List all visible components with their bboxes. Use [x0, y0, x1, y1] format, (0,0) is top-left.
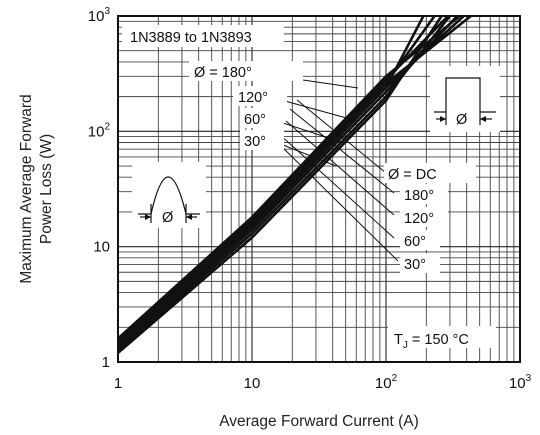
y-axis-label-line2: Power Loss (W) [38, 134, 55, 244]
square-waveform-icon: Ø [430, 66, 500, 132]
condition-suffix: = 150 °C [408, 332, 469, 348]
square-label-180: 180° [404, 188, 434, 204]
sine-waveform-icon: Ø [132, 162, 206, 228]
curve-square-8 [118, 16, 473, 347]
y-tick-label: 10 [93, 239, 110, 256]
square-label-120: 120° [404, 211, 434, 227]
x-tick-label: 102 [375, 373, 398, 392]
square-icon-label: Ø [456, 112, 467, 128]
condition-prefix: T [394, 332, 403, 348]
condition-sub: J [403, 340, 408, 351]
y-tick-labels: 1 10 102 103 [88, 6, 111, 371]
leader-square-180 [289, 108, 395, 194]
sine-group-labels: Ø = 180° 120° 60° 30° [189, 61, 303, 150]
y-axis-label-line1: Maximum Average Forward [18, 94, 35, 283]
x-tick-labels: 1 10 102 103 [114, 373, 532, 392]
junction-temperature-label: TJ = 150 °C [388, 326, 496, 351]
square-label-dc: Ø = DC [388, 167, 437, 183]
leader-square-120 [285, 120, 395, 216]
svg-text:TJ = 150 °C: TJ = 150 °C [394, 332, 469, 351]
curve-square-4 [118, 16, 443, 355]
device-range-label: 1N3889 to 1N3893 [130, 30, 252, 46]
y-tick-label: 1 [102, 354, 110, 371]
sine-label-180: Ø = 180° [194, 65, 252, 81]
curves [118, 16, 473, 355]
x-tick-label: 10 [244, 375, 261, 392]
x-tick-label: 103 [509, 373, 532, 392]
sine-label-60: 60° [244, 112, 266, 128]
leader-sine-30 [282, 144, 337, 167]
square-label-60: 60° [404, 234, 426, 250]
leader-sine-60 [282, 122, 345, 144]
sine-label-120: 120° [238, 90, 268, 106]
plot-frame [117, 15, 521, 363]
x-tick-label: 1 [114, 375, 122, 392]
sine-label-30: 30° [244, 134, 266, 150]
leader-sine-120 [284, 100, 351, 120]
square-group-labels: Ø = DC 180° 120° 60° 30° [384, 163, 476, 273]
leader-sine-180 [302, 79, 359, 89]
y-tick-label: 102 [88, 121, 111, 140]
square-label-30: 30° [404, 257, 426, 273]
sine-group-leaders [282, 79, 359, 167]
sine-icon-label: Ø [162, 210, 173, 226]
y-tick-label: 103 [88, 6, 111, 25]
x-axis-label: Average Forward Current (A) [219, 413, 419, 430]
leader-square-30 [277, 142, 399, 262]
leader-square-dc [296, 99, 387, 174]
